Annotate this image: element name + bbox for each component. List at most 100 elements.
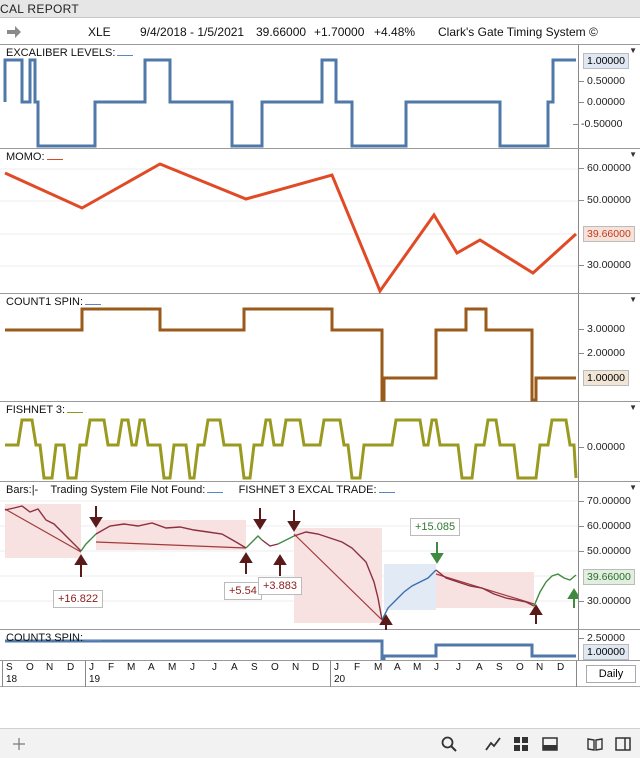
time-axis: S O N D J F M A M J J A S O N D J F M A … (0, 661, 640, 687)
y-axis: ▼ 3.00000 2.00000 1.00000 (578, 294, 640, 401)
trade-result-label: +5.54 (224, 582, 262, 600)
chevron-down-icon[interactable]: ▼ (629, 403, 637, 412)
quote-header: XLE 9/4/2018 - 1/5/2021 39.66000 +1.7000… (0, 19, 640, 45)
bottom-toolbar (0, 728, 640, 758)
panel-title: Bars:|- Trading System File Not Found: F… (6, 484, 395, 496)
month-label: N (536, 662, 544, 673)
symbol: XLE (88, 25, 111, 39)
chevron-down-icon[interactable]: ▼ (629, 483, 637, 492)
book-icon[interactable] (586, 735, 604, 753)
y-tick: -0.50000 (572, 118, 623, 130)
month-label: J (456, 662, 461, 673)
y-tick: 2.00000 (579, 347, 625, 359)
period-selector[interactable]: Daily (586, 665, 636, 683)
y-tick: 50.00000 (579, 545, 631, 557)
month-label: J (334, 662, 339, 673)
y-axis: ▼ 60.00000 50.00000 39.66000 30.00000 (578, 149, 640, 293)
month-label: A (394, 662, 401, 673)
count3-spin-panel[interactable]: COUNT3 SPIN: 2.50000 1.00000 (0, 630, 640, 661)
momo-line (0, 162, 578, 294)
month-label: F (354, 662, 361, 673)
green-signal-arrows (430, 542, 578, 608)
grid-icon[interactable] (512, 735, 530, 753)
month-label: A (476, 662, 483, 673)
month-label: O (26, 662, 34, 673)
price-chart (0, 500, 578, 630)
month-label: N (46, 662, 54, 673)
excaliber-levels-panel[interactable]: EXCALIBER LEVELS: ▼ 1.00000 0.50000 0.00… (0, 45, 640, 149)
month-label: S (251, 662, 258, 673)
fishnet-3-panel[interactable]: FISHNET 3: ▼ 0.00000 (0, 402, 640, 482)
month-label: J (434, 662, 439, 673)
chart-line-icon[interactable] (484, 735, 502, 753)
current-value-badge: 39.66000 (583, 569, 635, 585)
title-bar: CAL REPORT (0, 0, 640, 18)
month-label: D (557, 662, 565, 673)
signal-arrows (74, 506, 543, 630)
month-label: M (374, 662, 383, 673)
month-label: M (127, 662, 136, 673)
trade-result-label: +16.822 (53, 590, 104, 608)
panel-title: EXCALIBER LEVELS: (6, 47, 134, 59)
panel-title: COUNT3 SPIN: (6, 632, 102, 644)
y-tick: 70.00000 (579, 495, 631, 507)
y-tick: 60.00000 (579, 162, 631, 174)
price-bars-panel[interactable]: Bars:|- Trading System File Not Found: F… (0, 482, 640, 630)
y-tick: 0.00000 (579, 441, 625, 453)
current-value-badge: 39.66000 (583, 226, 635, 242)
y-tick: 60.00000 (579, 520, 631, 532)
y-tick: 0.50000 (579, 75, 625, 87)
month-label: A (148, 662, 155, 673)
y-axis: 2.50000 1.00000 (578, 630, 640, 660)
month-label: O (516, 662, 524, 673)
year-label: 18 (6, 674, 18, 685)
current-value-badge: 1.00000 (583, 644, 629, 660)
search-icon[interactable] (440, 735, 458, 753)
month-label: D (67, 662, 75, 673)
panel-icon[interactable] (541, 735, 559, 753)
count1-spin-panel[interactable]: COUNT1 SPIN: ▼ 3.00000 2.00000 1.00000 (0, 294, 640, 402)
fishnet-3-line (5, 418, 578, 480)
y-axis: ▼ 1.00000 0.50000 0.00000 -0.50000 (572, 45, 640, 148)
y-axis: ▼ 0.00000 (578, 402, 640, 481)
last-price: 39.66000 (256, 25, 307, 39)
month-label: M (168, 662, 177, 673)
count1-spin-line (5, 307, 576, 402)
y-tick: 30.00000 (579, 259, 631, 271)
y-axis: ▼ 70.00000 60.00000 50.00000 39.66000 30… (578, 482, 640, 629)
chevron-down-icon[interactable]: ▼ (629, 295, 637, 304)
momo-panel[interactable]: MOMO: ▼ 60.00000 50.00000 39.66000 30.00… (0, 149, 640, 294)
panel-title: MOMO: (6, 151, 63, 163)
chevron-down-icon[interactable]: ▼ (629, 46, 637, 55)
month-label: M (413, 662, 422, 673)
month-label: N (292, 662, 300, 673)
excaliber-levels-line (3, 58, 576, 148)
month-label: J (89, 662, 94, 673)
month-label: D (312, 662, 320, 673)
y-tick: 50.00000 (579, 194, 631, 206)
current-value-badge: 1.00000 (583, 370, 629, 386)
month-label: J (212, 662, 217, 673)
current-value-badge: 1.00000 (583, 53, 629, 69)
system-name: Clark's Gate Timing System © (438, 25, 598, 39)
panel-title: COUNT1 SPIN: (6, 296, 102, 308)
month-label: O (271, 662, 279, 673)
window-title: CAL REPORT (0, 2, 80, 16)
month-label: F (108, 662, 115, 673)
year-label: 19 (89, 674, 101, 685)
y-tick: 2.50000 (579, 632, 625, 644)
y-tick: 0.00000 (579, 96, 625, 108)
forward-arrow-icon[interactable] (6, 24, 22, 40)
month-label: S (496, 662, 503, 673)
trade-result-label: +3.883 (258, 577, 302, 595)
y-tick: 30.00000 (579, 595, 631, 607)
month-label: J (190, 662, 195, 673)
count3-spin-line (5, 639, 576, 660)
plus-icon[interactable] (10, 735, 28, 753)
chevron-down-icon[interactable]: ▼ (629, 150, 637, 159)
y-tick: 3.00000 (579, 323, 625, 335)
sidebar-icon[interactable] (614, 735, 632, 753)
year-label: 20 (334, 674, 346, 685)
price-change: +1.70000 (314, 25, 365, 39)
